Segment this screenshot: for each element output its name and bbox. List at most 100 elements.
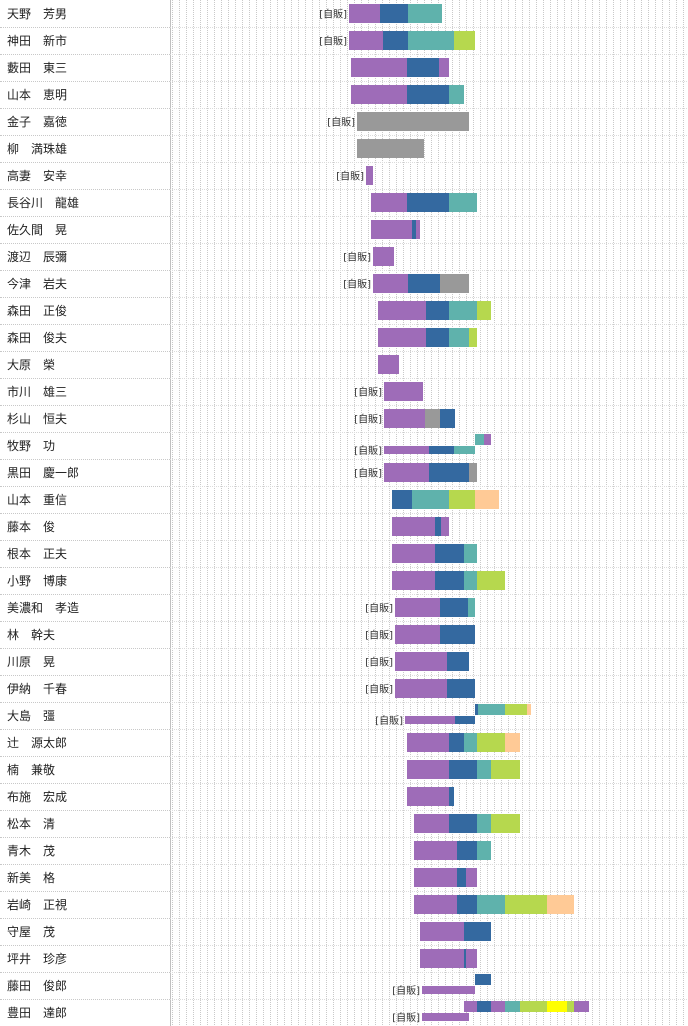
segment-label: [自販] (354, 386, 382, 399)
bar-segment (464, 1001, 477, 1012)
bar-segment (408, 4, 442, 23)
bar-segment (373, 247, 394, 266)
bar-segment (505, 733, 520, 752)
name-label: 伊納 千春 (0, 676, 170, 703)
bar-segment (407, 787, 449, 806)
bar-segment (429, 446, 454, 454)
bar-segment (378, 301, 426, 320)
bar-segment (440, 598, 468, 617)
segment-label: [自販] (336, 170, 364, 183)
name-label: 大原 榮 (0, 352, 170, 379)
name-label: 柳 満珠雄 (0, 136, 170, 163)
name-label: 金子 嘉徳 (0, 109, 170, 136)
bar-segment (395, 598, 440, 617)
bar-segment (414, 814, 449, 833)
bar-segment (414, 895, 457, 914)
name-label: 辻 源太郎 (0, 730, 170, 757)
bar-row: [自販] (365, 652, 469, 671)
bar-row: [自販] (392, 1001, 589, 1024)
bar-segment (449, 733, 464, 752)
bar-segment (475, 434, 484, 445)
bar-segment (457, 868, 466, 887)
segment-label: [自販] (327, 116, 355, 129)
name-label: 美濃和 孝造 (0, 595, 170, 622)
bar-segment (351, 58, 407, 77)
segment-label: [自販] (375, 714, 403, 727)
name-label: 藪田 東三 (0, 55, 170, 82)
bar-segment (395, 652, 447, 671)
bar-row (392, 517, 449, 536)
bar-row: [自販] (354, 409, 455, 428)
name-label: 藤本 俊 (0, 514, 170, 541)
bar-segment (408, 31, 454, 50)
name-label: 坪井 珍彦 (0, 946, 170, 973)
bar-segment (392, 490, 412, 509)
bar-row (407, 733, 520, 752)
bar-segment (414, 841, 457, 860)
bar-segment (477, 841, 491, 860)
bar-segment (475, 974, 491, 985)
bar-row: [自販] (343, 274, 469, 293)
bar-segment (491, 760, 520, 779)
bar-row: [自販] (354, 463, 477, 482)
bar-segment (447, 679, 475, 698)
bar-segment (383, 31, 408, 50)
bar-segment (407, 85, 449, 104)
name-label: 藤田 俊郎 (0, 973, 170, 1000)
bar-segment (454, 31, 475, 50)
bar-segment (475, 490, 499, 509)
bar-segment (455, 716, 475, 724)
bar-segment (440, 625, 475, 644)
bar-segment (378, 328, 426, 347)
bar-segment (477, 733, 505, 752)
bar-segment (466, 949, 477, 968)
bar-segment (477, 301, 491, 320)
bar-segment (478, 704, 505, 715)
bar-segment (449, 760, 477, 779)
bar-segment (464, 949, 466, 968)
bar-row (378, 301, 491, 320)
bar-segment (477, 1001, 491, 1012)
bar-row: [自販] (365, 598, 475, 617)
bar-segment (466, 868, 477, 887)
bar-row (407, 760, 520, 779)
bar-segment (449, 301, 477, 320)
bar-segment (527, 704, 531, 715)
bar-row: [自販] (336, 166, 373, 185)
bar-segment (373, 274, 408, 293)
bar-segment (407, 193, 449, 212)
bar-row: [自販] (319, 4, 442, 23)
name-label: 青木 茂 (0, 838, 170, 865)
bar-row (371, 220, 420, 239)
bar-segment (464, 571, 477, 590)
name-label: 新美 格 (0, 865, 170, 892)
bar-segment (475, 704, 478, 715)
bar-segment (468, 598, 475, 617)
bar-row: [自販] (354, 434, 491, 457)
bar-row (371, 193, 477, 212)
bar-segment (449, 85, 464, 104)
name-label: 佐久間 晃 (0, 217, 170, 244)
bar-segment (505, 704, 527, 715)
bar-segment (407, 760, 449, 779)
bar-row: [自販] (365, 625, 475, 644)
bar-row (414, 841, 491, 860)
bar-segment (457, 895, 477, 914)
bar-segment (392, 544, 435, 563)
name-label: 川原 晃 (0, 649, 170, 676)
bar-segment (477, 571, 505, 590)
name-label: 市川 雄三 (0, 379, 170, 406)
bar-segment (349, 31, 383, 50)
name-label: 神田 新市 (0, 28, 170, 55)
bar-segment (449, 787, 454, 806)
segment-label: [自販] (354, 413, 382, 426)
bar-row (420, 922, 491, 941)
bar-segment (357, 139, 424, 158)
name-label: 長谷川 龍雄 (0, 190, 170, 217)
name-label: 牧野 功 (0, 433, 170, 460)
bar-segment (357, 112, 469, 131)
segment-label: [自販] (319, 35, 347, 48)
bar-segment (429, 463, 469, 482)
bar-segment (371, 193, 407, 212)
bar-segment (505, 1001, 520, 1012)
